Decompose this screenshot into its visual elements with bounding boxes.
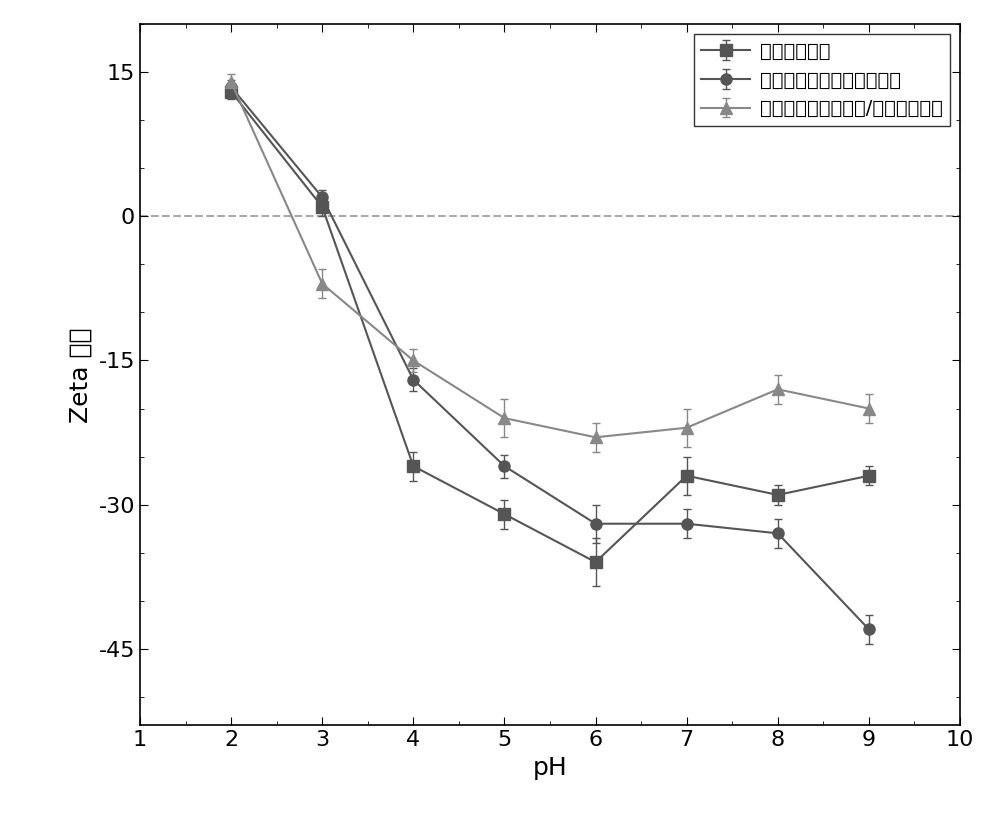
X-axis label: pH: pH xyxy=(533,756,567,780)
Y-axis label: Zeta 电位: Zeta 电位 xyxy=(69,327,93,423)
Legend: 石墨烯气凝胶, 含偃胺肋基的石墨烯气凝胶, 含偃胺肋基的环糊精/石墨烯气凝胶: 石墨烯气凝胶, 含偃胺肋基的石墨烯气凝胶, 含偃胺肋基的环糊精/石墨烯气凝胶 xyxy=(694,34,950,126)
